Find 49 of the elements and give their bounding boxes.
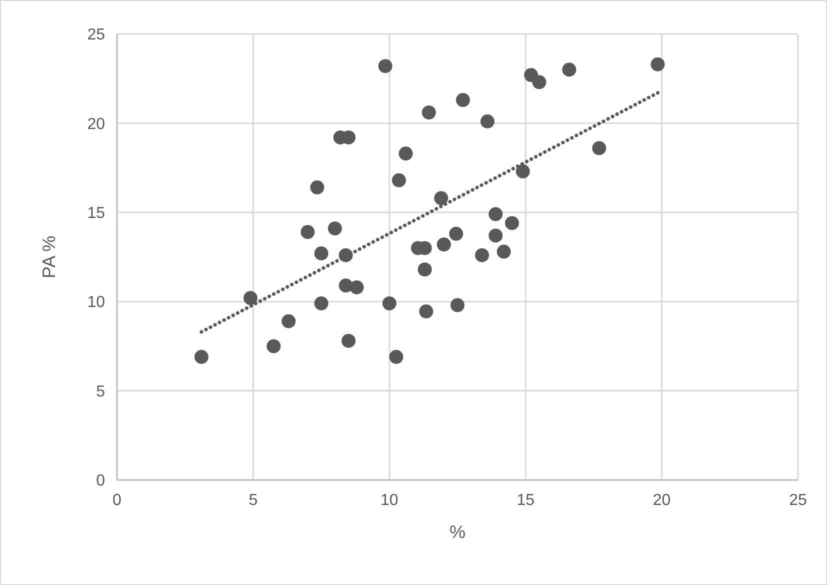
y-axis-title: PA % xyxy=(39,236,59,278)
point xyxy=(496,244,511,259)
point xyxy=(456,93,470,108)
point xyxy=(194,350,208,364)
point xyxy=(310,180,324,194)
point xyxy=(419,304,434,318)
point xyxy=(300,225,315,240)
y-tick-label: 5 xyxy=(96,383,106,400)
point xyxy=(488,228,503,243)
point xyxy=(378,59,392,74)
point xyxy=(480,114,494,128)
point xyxy=(282,314,296,328)
point xyxy=(436,238,451,252)
x-tick-label: 25 xyxy=(789,492,807,509)
point xyxy=(382,296,396,310)
point xyxy=(650,57,665,72)
x-tick-label: 0 xyxy=(112,492,122,509)
x-tick-label: 20 xyxy=(652,492,671,509)
x-tick-label: 10 xyxy=(380,492,398,509)
point xyxy=(314,246,328,260)
point xyxy=(516,164,530,178)
point xyxy=(532,75,546,90)
point xyxy=(422,105,436,120)
x-tick-label: 15 xyxy=(516,492,535,509)
point xyxy=(488,207,503,222)
point xyxy=(475,248,490,262)
point xyxy=(504,216,519,230)
point xyxy=(342,334,356,348)
y-tick-label: 20 xyxy=(87,116,106,133)
point xyxy=(392,173,406,188)
y-tick-label: 0 xyxy=(96,472,106,490)
y-tick-label: 15 xyxy=(87,205,106,222)
point xyxy=(398,146,413,161)
point xyxy=(314,296,328,310)
x-axis-title: % xyxy=(449,522,466,542)
point xyxy=(562,62,576,77)
point xyxy=(449,226,464,241)
point xyxy=(328,221,342,236)
point xyxy=(266,339,281,354)
x-tick-label: 5 xyxy=(248,492,258,509)
point xyxy=(450,298,464,312)
point xyxy=(418,262,432,276)
point xyxy=(389,350,404,364)
y-tick-label: 25 xyxy=(87,26,106,44)
point xyxy=(350,280,364,294)
point xyxy=(243,291,258,306)
y-tick-label: 10 xyxy=(87,294,106,312)
point xyxy=(592,141,606,156)
point xyxy=(434,191,448,206)
